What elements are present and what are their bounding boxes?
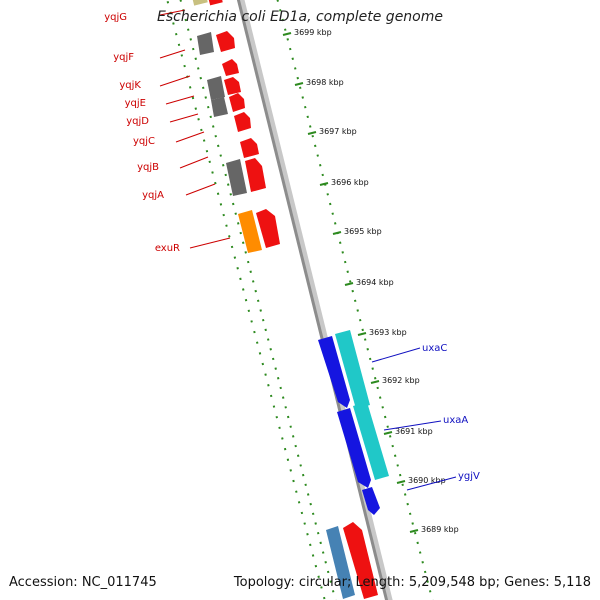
tick-label: 3695 kbp [344, 227, 382, 236]
genome-backbone-shadow [238, 0, 393, 600]
tick-mark [396, 480, 406, 484]
gene-yqjK[interactable] [222, 59, 239, 76]
tick-label: 3692 kbp [382, 376, 420, 385]
tick-label: 3698 kbp [306, 78, 344, 87]
gene-yqjD[interactable] [211, 93, 245, 117]
gene-leader-line [179, 156, 209, 169]
gene-uxaA-area[interactable] [337, 402, 389, 488]
outer-minor-ticks [166, 0, 326, 600]
gene-label-uxaC[interactable]: uxaC [422, 343, 447, 354]
tick-label: 3696 kbp [331, 178, 369, 187]
tick-label: 3699 kbp [294, 28, 332, 37]
tick-mark [332, 231, 342, 235]
gene-label-yqjC[interactable]: yqjC [133, 136, 155, 147]
gene-labels: yqjG yqjF yqjK yqjE yqjD yqjC yqjB yqjA exuR uxaC… [104, 9, 480, 491]
strip-right-boundary [276, 0, 434, 600]
tick-mark [294, 82, 304, 86]
gene-yqjE-pair[interactable] [207, 76, 241, 100]
gene-label-yqjB[interactable]: yqjB [137, 162, 159, 173]
gene-ygjV-area[interactable] [362, 487, 380, 515]
genome-summary-text: Topology: circular; Length: 5,209,548 bp… [233, 575, 591, 590]
tick-mark [370, 380, 380, 384]
gene-label-yqjA[interactable]: yqjA [142, 190, 164, 201]
gene-leader-line [383, 420, 442, 431]
gene-uxaC-area[interactable] [318, 330, 370, 409]
gene-leader-line [159, 75, 191, 87]
accession-text: Accession: NC_011745 [9, 575, 157, 590]
gene-label-yqjD[interactable]: yqjD [126, 116, 149, 127]
gene-bottom-pair[interactable] [326, 522, 378, 599]
tick-label: 3691 kbp [395, 427, 433, 436]
map-title: Escherichia coli ED1a, complete genome [157, 9, 443, 25]
gene-yqjF[interactable] [197, 31, 235, 55]
tick-label: 3694 kbp [356, 278, 394, 287]
scale-ticks: 3699 kbp 3698 kbp 3697 kbp 3696 kbp 3695 kbp… [282, 28, 459, 534]
tick-mark [307, 131, 317, 135]
gene-label-yqjG[interactable]: yqjG [104, 12, 127, 23]
genome-backbone [236, 0, 389, 600]
gene-leader-line [159, 9, 186, 16]
gene-label-ygjV[interactable]: ygjV [458, 471, 480, 482]
tick-mark [383, 431, 393, 435]
gene-label-exuR[interactable]: exuR [155, 243, 180, 254]
gene-leader-line [175, 131, 205, 143]
tick-label: 3693 kbp [369, 328, 407, 337]
tick-mark [282, 32, 292, 36]
gene-yqjC[interactable] [234, 112, 251, 132]
gene-yqjG[interactable] [192, 0, 223, 6]
gene-yqjA[interactable] [226, 158, 266, 196]
gene-exuR[interactable] [238, 209, 280, 253]
tick-mark [344, 282, 354, 286]
gene-leader-line [185, 183, 216, 196]
gene-label-yqjE[interactable]: yqjE [125, 98, 146, 109]
gene-label-uxaA[interactable]: uxaA [443, 415, 468, 426]
gene-leader-line [165, 95, 195, 105]
tick-label: 3697 kbp [319, 127, 357, 136]
tick-mark [409, 529, 419, 533]
tick-label: 3690 kbp [408, 476, 446, 485]
gene-leader-line [159, 49, 186, 59]
tick-mark [357, 332, 367, 336]
gene-label-yqjF[interactable]: yqjF [113, 52, 134, 63]
tick-label: 3689 kbp [421, 525, 459, 534]
gene-yqjB[interactable] [240, 138, 259, 158]
gene-leader-line [169, 113, 199, 123]
tick-mark [319, 182, 329, 186]
gene-leader-line [189, 237, 231, 249]
gene-leader-line [406, 476, 457, 491]
gene-label-yqjK[interactable]: yqjK [119, 80, 141, 91]
gene-leader-line [371, 347, 421, 363]
strip-left-boundary [179, 0, 337, 600]
